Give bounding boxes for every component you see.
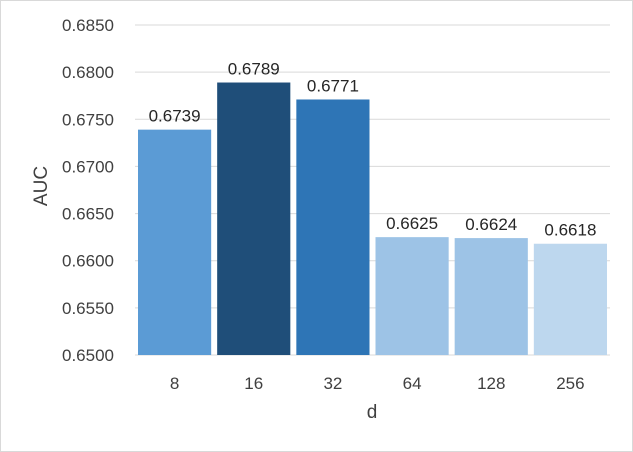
- bar: [454, 238, 528, 355]
- x-axis-ticks: 8 16 32 64 128 256: [170, 374, 585, 393]
- bar: [533, 243, 607, 355]
- data-label: 0.6789: [228, 60, 280, 79]
- data-labels: 0.6739 0.6789 0.6771 0.6625 0.6624 0.6618: [149, 60, 597, 240]
- x-axis-title: d: [367, 402, 378, 423]
- x-tick-label: 16: [244, 374, 263, 393]
- y-tick-label: 0.6550: [62, 299, 114, 318]
- y-tick-label: 0.6800: [62, 63, 114, 82]
- y-tick-label: 0.6700: [62, 157, 114, 176]
- y-tick-label: 0.6850: [62, 16, 114, 35]
- data-label: 0.6618: [544, 221, 596, 240]
- x-tick-label: 64: [403, 374, 422, 393]
- x-tick-label: 128: [477, 374, 505, 393]
- y-tick-label: 0.6750: [62, 110, 114, 129]
- bar: [296, 99, 370, 355]
- data-label: 0.6771: [307, 76, 359, 95]
- x-tick-label: 8: [170, 374, 179, 393]
- x-tick-label: 256: [556, 374, 584, 393]
- x-tick-label: 32: [323, 374, 342, 393]
- bar: [375, 237, 449, 355]
- data-label: 0.6624: [465, 215, 517, 234]
- bars: [138, 82, 607, 355]
- data-label: 0.6739: [149, 107, 201, 126]
- y-tick-label: 0.6500: [62, 346, 114, 365]
- bar: [138, 129, 212, 355]
- bar: [217, 82, 291, 355]
- y-axis-title: AUC: [31, 166, 52, 206]
- y-axis-ticks: 0.6500 0.6550 0.6600 0.6650 0.6700 0.6750 0.68…: [62, 16, 114, 365]
- y-tick-label: 0.6600: [62, 252, 114, 271]
- data-label: 0.6625: [386, 214, 438, 233]
- y-tick-label: 0.6650: [62, 205, 114, 224]
- gridlines: [135, 24, 610, 356]
